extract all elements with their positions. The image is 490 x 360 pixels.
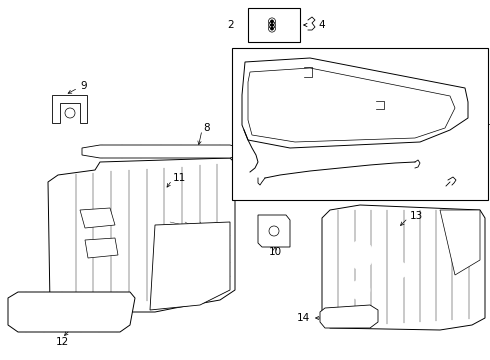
- Polygon shape: [82, 145, 240, 158]
- Polygon shape: [440, 210, 480, 275]
- Polygon shape: [258, 215, 290, 247]
- Polygon shape: [248, 68, 455, 142]
- Text: 13: 13: [410, 211, 423, 221]
- Text: 5: 5: [437, 57, 443, 67]
- Circle shape: [271, 24, 273, 26]
- Circle shape: [392, 262, 408, 278]
- Polygon shape: [242, 58, 468, 148]
- Circle shape: [271, 20, 273, 23]
- Polygon shape: [320, 305, 378, 328]
- Polygon shape: [48, 158, 235, 312]
- Text: 7: 7: [231, 150, 238, 160]
- Polygon shape: [85, 238, 118, 258]
- Text: 10: 10: [269, 247, 282, 257]
- Polygon shape: [322, 205, 485, 330]
- Text: 3: 3: [417, 179, 424, 189]
- Circle shape: [92, 306, 104, 318]
- Text: 4: 4: [318, 20, 325, 30]
- Polygon shape: [80, 208, 115, 228]
- Text: 11: 11: [173, 173, 186, 183]
- Polygon shape: [8, 292, 135, 332]
- Polygon shape: [52, 95, 87, 123]
- Bar: [232, 48, 488, 200]
- Text: 2: 2: [227, 20, 234, 30]
- Circle shape: [346, 241, 374, 269]
- Circle shape: [31, 303, 49, 321]
- Text: 9: 9: [80, 81, 87, 91]
- Text: 12: 12: [55, 337, 69, 347]
- Circle shape: [271, 27, 273, 30]
- Text: 14: 14: [297, 313, 310, 323]
- Polygon shape: [150, 222, 230, 310]
- Text: 8: 8: [203, 123, 210, 133]
- Bar: [248, 8, 300, 42]
- Circle shape: [63, 305, 77, 319]
- Text: 6: 6: [295, 182, 302, 192]
- Circle shape: [350, 280, 370, 300]
